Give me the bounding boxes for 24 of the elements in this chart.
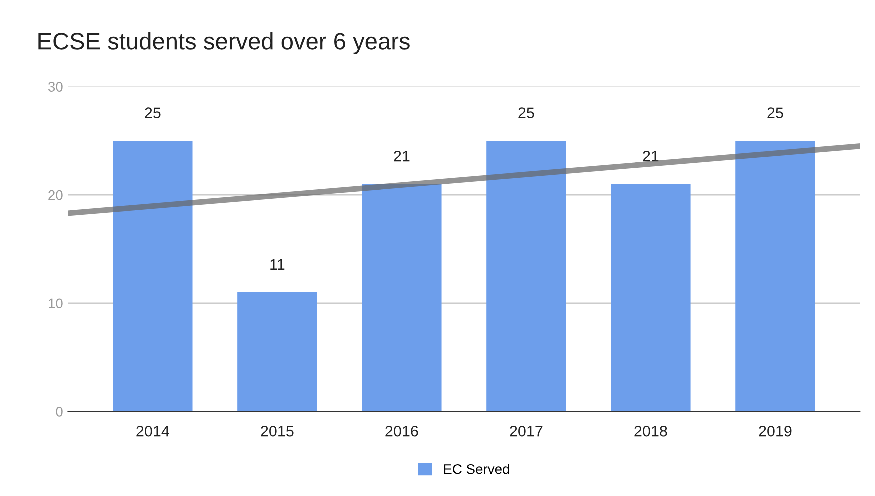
x-tick-label: 2015 bbox=[261, 426, 294, 437]
x-tick-label: 2014 bbox=[136, 426, 170, 437]
x-tick-label: 2017 bbox=[510, 426, 543, 437]
data-label: 25 bbox=[518, 108, 534, 118]
y-tick-label: 30 bbox=[48, 82, 63, 92]
data-label: 11 bbox=[270, 259, 285, 270]
bar bbox=[486, 140, 566, 412]
x-tick-label: 2016 bbox=[386, 426, 418, 437]
bar bbox=[611, 184, 691, 412]
x-tick-label: 2018 bbox=[634, 426, 668, 437]
data-label: 21 bbox=[643, 150, 659, 162]
x-tick-label: 2019 bbox=[759, 426, 792, 437]
bar bbox=[238, 292, 318, 412]
bar bbox=[362, 184, 442, 412]
data-label: 25 bbox=[768, 108, 784, 118]
bar bbox=[113, 140, 193, 412]
chart-title: ECSE students served over 6 years bbox=[38, 32, 410, 54]
bar bbox=[736, 140, 816, 412]
data-label: 21 bbox=[394, 150, 410, 162]
y-tick-label: 0 bbox=[56, 407, 63, 417]
legend-label: EC Served bbox=[444, 464, 510, 474]
data-label: 25 bbox=[145, 108, 161, 118]
y-tick-label: 10 bbox=[49, 298, 63, 309]
y-tick-label: 20 bbox=[48, 190, 63, 200]
